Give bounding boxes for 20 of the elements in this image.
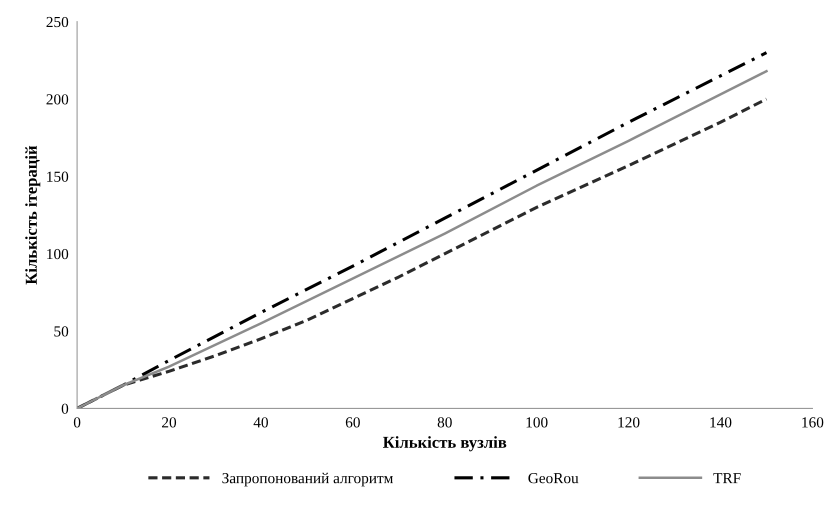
y-tick-label: 250 xyxy=(46,16,68,28)
x-tick-label: 160 xyxy=(802,417,824,428)
y-tick-label: 0 xyxy=(62,404,68,414)
x-tick-label: 120 xyxy=(618,417,640,428)
x-tick-label: 40 xyxy=(254,417,268,428)
y-tick-label: 50 xyxy=(54,326,68,337)
x-tick-label: 0 xyxy=(74,417,80,428)
x-tick-label: 60 xyxy=(346,417,360,428)
legend-label: Запропонований алгоритм xyxy=(222,472,393,486)
x-tick-label: 140 xyxy=(710,417,732,428)
x-axis-title: Кількість вузлів xyxy=(382,436,506,452)
y-tick-label: 200 xyxy=(46,94,68,105)
y-axis-title: Кількість ітерацій xyxy=(25,146,40,284)
legend-label: TRF xyxy=(713,473,741,484)
x-tick-label: 100 xyxy=(526,417,548,428)
x-tick-label: 20 xyxy=(162,417,176,428)
x-tick-label: 80 xyxy=(438,417,452,428)
y-tick-label: 100 xyxy=(47,248,68,260)
y-tick-label: 150 xyxy=(47,172,68,182)
legend-label: GeoRou xyxy=(528,473,578,484)
